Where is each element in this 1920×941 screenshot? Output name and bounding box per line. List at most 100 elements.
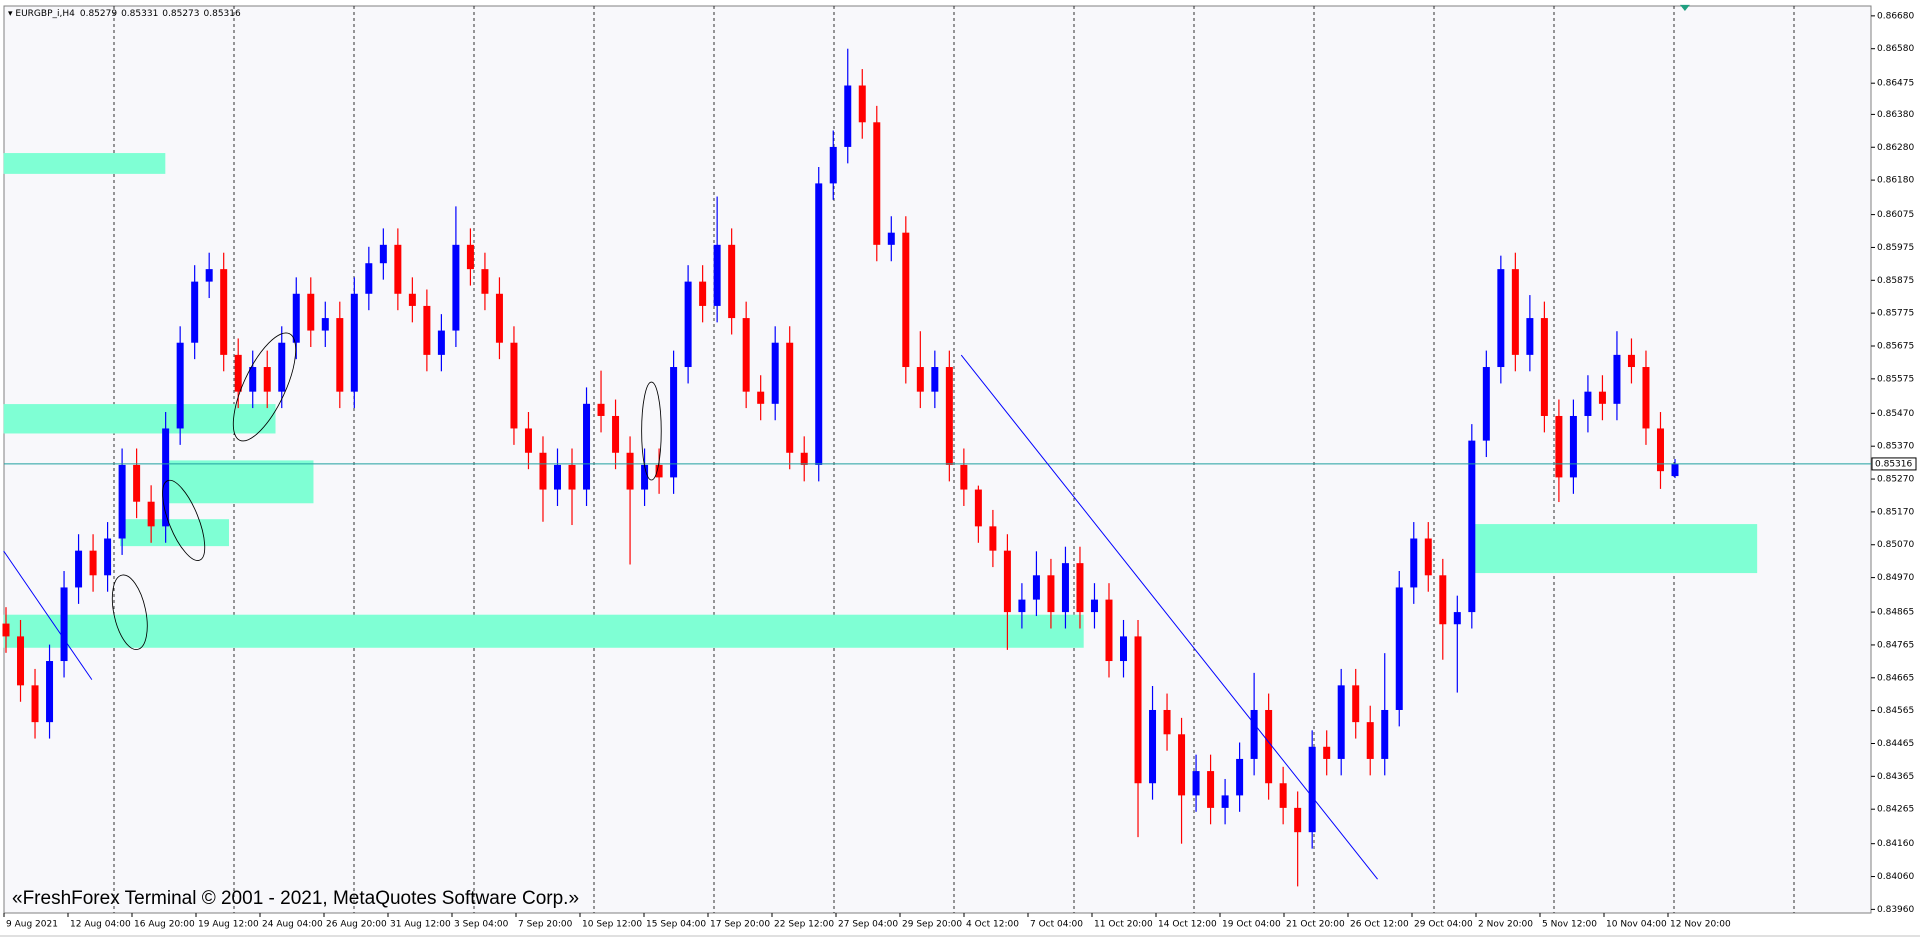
y-tick-label: 0.85875 <box>1877 276 1914 286</box>
x-tick-label: 17 Sep 20:00 <box>710 920 770 930</box>
x-tick-label: 26 Aug 20:00 <box>326 920 387 930</box>
x-tick-label: 29 Oct 04:00 <box>1414 920 1473 930</box>
candle-body <box>1120 636 1128 662</box>
candle-body <box>1381 709 1389 759</box>
candle-body <box>278 342 286 392</box>
zone <box>1469 524 1758 574</box>
candle-body <box>583 403 591 490</box>
zone <box>3 153 166 174</box>
candle-body <box>713 244 721 306</box>
candle-body <box>379 244 387 264</box>
candle-body <box>1352 685 1360 723</box>
x-tick-label: 5 Nov 12:00 <box>1542 920 1597 930</box>
candle-body <box>742 318 750 392</box>
x-tick-label: 19 Aug 12:00 <box>198 920 259 930</box>
candle-body <box>1482 367 1490 441</box>
candle-body <box>495 293 503 343</box>
chart-header: ▾ EURGBP_i,H4 0.85279 0.85331 0.85273 0.8531… <box>8 9 241 19</box>
price-axis: 0.86680 0.86580 0.86475 0.86380 0.86280 0.861… <box>1871 11 1917 915</box>
candle-body <box>423 305 431 355</box>
x-tick-label: 10 Nov 04:00 <box>1606 920 1667 930</box>
shift-marker <box>1680 4 1690 12</box>
candle-body <box>481 269 489 294</box>
candle-body <box>1627 354 1635 368</box>
candle-body <box>931 367 939 392</box>
candle-body <box>1424 538 1432 576</box>
y-tick-label: 0.85675 <box>1877 342 1914 352</box>
candle-body <box>612 415 620 453</box>
candle-body <box>655 464 663 478</box>
candle-body <box>1395 587 1403 710</box>
zone <box>168 460 314 504</box>
candle-body <box>1018 599 1026 613</box>
candle-body <box>553 464 561 490</box>
candle-body <box>1265 709 1273 784</box>
candle-body <box>1308 746 1316 833</box>
time-axis: 9 Aug 2021 12 Aug 04:00 16 Aug 20:00 19 Aug… <box>3 913 1731 930</box>
candle-body <box>1569 415 1577 478</box>
y-tick-label: 0.84665 <box>1877 673 1914 683</box>
candle-body <box>1468 440 1476 613</box>
candle-body <box>597 403 605 416</box>
y-tick-label: 0.85170 <box>1877 507 1914 517</box>
candle-body <box>1671 463 1679 477</box>
candle-body <box>234 354 242 392</box>
candle-body <box>757 391 765 404</box>
candle-body <box>1061 563 1069 613</box>
candle-body <box>1366 722 1374 759</box>
candle-body <box>75 550 83 588</box>
x-tick-label: 22 Sep 12:00 <box>774 920 834 930</box>
candle-body <box>800 452 808 465</box>
candle-body <box>1526 318 1534 355</box>
candle-body <box>162 428 170 527</box>
candle-body <box>1656 428 1664 472</box>
zone <box>3 614 1084 648</box>
collapse-icon: ▾ <box>8 9 15 19</box>
candle-body <box>1613 354 1621 404</box>
x-tick-label: 7 Oct 04:00 <box>1030 920 1083 930</box>
x-tick-label: 21 Oct 20:00 <box>1286 920 1345 930</box>
candle-body <box>539 452 547 490</box>
x-tick-label: 3 Sep 04:00 <box>454 920 509 930</box>
candle-body <box>1134 636 1142 784</box>
x-tick-label: 2 Nov 20:00 <box>1478 920 1533 930</box>
price-label-box <box>1871 457 1917 471</box>
x-tick-label: 19 Oct 04:00 <box>1222 920 1281 930</box>
y-tick-label: 0.84865 <box>1877 608 1914 618</box>
candle-body <box>1584 391 1592 416</box>
y-tick-label: 0.86580 <box>1877 44 1914 54</box>
candle-body <box>1047 575 1055 613</box>
y-tick-label: 0.85575 <box>1877 374 1914 384</box>
candle-body <box>1076 563 1084 613</box>
candle-body <box>350 293 358 392</box>
y-tick-label: 0.86680 <box>1877 11 1914 21</box>
candle-body <box>147 501 155 527</box>
annotations <box>3 4 1690 880</box>
candle-body <box>89 550 97 576</box>
candle-body <box>1540 318 1548 416</box>
low: 0.85273 <box>162 9 199 19</box>
candle-body <box>321 318 329 331</box>
x-tick-label: 12 Nov 20:00 <box>1670 920 1731 930</box>
candle-body <box>1555 415 1563 478</box>
x-tick-label: 7 Sep 20:00 <box>518 920 573 930</box>
y-tick-label: 0.85270 <box>1877 475 1914 485</box>
candle-body <box>1090 599 1098 613</box>
zone <box>120 519 229 547</box>
plot-area <box>3 5 1872 914</box>
candle-body <box>60 587 68 662</box>
candle-body <box>626 452 634 490</box>
candle-body <box>1642 367 1650 429</box>
symbol: EURGBP_i,H4 <box>15 9 75 19</box>
candle-body <box>916 367 924 392</box>
zone <box>3 404 276 434</box>
candle-body <box>365 263 373 294</box>
candle-body <box>191 281 199 343</box>
x-tick-label: 16 Aug 20:00 <box>134 920 195 930</box>
candle-body <box>858 85 866 123</box>
candle-body <box>510 342 518 429</box>
candle-body <box>728 244 736 319</box>
candle-body <box>684 281 692 368</box>
close: 0.85316 <box>204 9 241 19</box>
